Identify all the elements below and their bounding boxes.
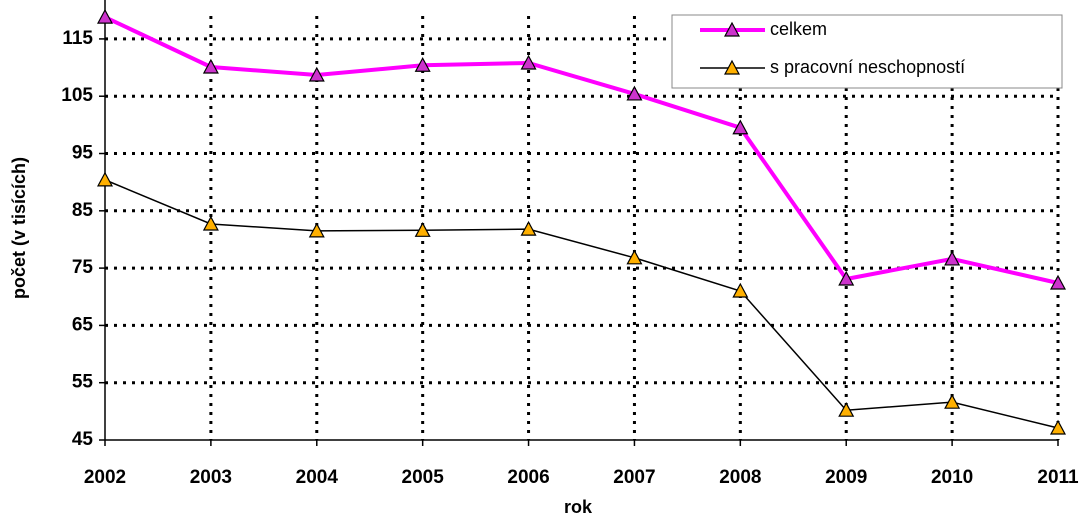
marker — [96, 8, 114, 24]
y-tick-label: 95 — [72, 143, 94, 164]
marker — [626, 85, 643, 101]
x-tick-label: 2007 — [613, 467, 655, 488]
marker — [732, 119, 749, 135]
legend-box — [671, 14, 1063, 89]
marker — [626, 249, 643, 265]
y-tick-label: 75 — [72, 257, 94, 278]
marker — [520, 54, 537, 70]
x-tick-label: 2011 — [1037, 467, 1079, 488]
marker — [308, 66, 325, 82]
x-tick-label: 2009 — [825, 467, 867, 488]
y-tick-label: 85 — [72, 200, 94, 221]
x-axis-label: rok — [564, 497, 593, 517]
legend-marker — [723, 59, 741, 75]
marker — [520, 220, 537, 236]
x-tick-label: 2004 — [296, 467, 339, 488]
x-tick-label: 2008 — [719, 467, 761, 488]
marker — [732, 282, 749, 298]
marker — [1049, 419, 1067, 435]
legend-marker — [723, 21, 741, 37]
x-tick-label: 2005 — [402, 467, 445, 488]
y-tick-label: 45 — [72, 429, 94, 450]
marker — [838, 270, 855, 286]
x-tick-label: 2002 — [84, 467, 126, 488]
marker — [414, 222, 431, 237]
x-tick-label: 2006 — [507, 467, 549, 488]
series-line — [104, 15, 1059, 285]
y-tick-label: 65 — [72, 314, 94, 335]
y-tick-label: 55 — [72, 372, 94, 393]
x-tick-label: 2010 — [931, 467, 973, 488]
y-tick-label: 115 — [62, 28, 93, 49]
marker — [308, 222, 325, 238]
marker — [944, 393, 961, 409]
x-tick-label: 2003 — [190, 467, 232, 488]
marker — [1049, 274, 1067, 290]
legend-label: s pracovní neschopností — [770, 57, 965, 77]
legend-label: celkem — [770, 19, 827, 39]
marker — [838, 401, 855, 417]
marker — [96, 171, 114, 187]
marker — [202, 215, 219, 231]
marker — [202, 58, 219, 74]
y-axis-label: počet (v tisících) — [9, 157, 29, 299]
series-line — [104, 179, 1059, 429]
y-tick-label: 105 — [61, 85, 93, 106]
marker — [944, 250, 961, 266]
marker — [414, 57, 431, 72]
